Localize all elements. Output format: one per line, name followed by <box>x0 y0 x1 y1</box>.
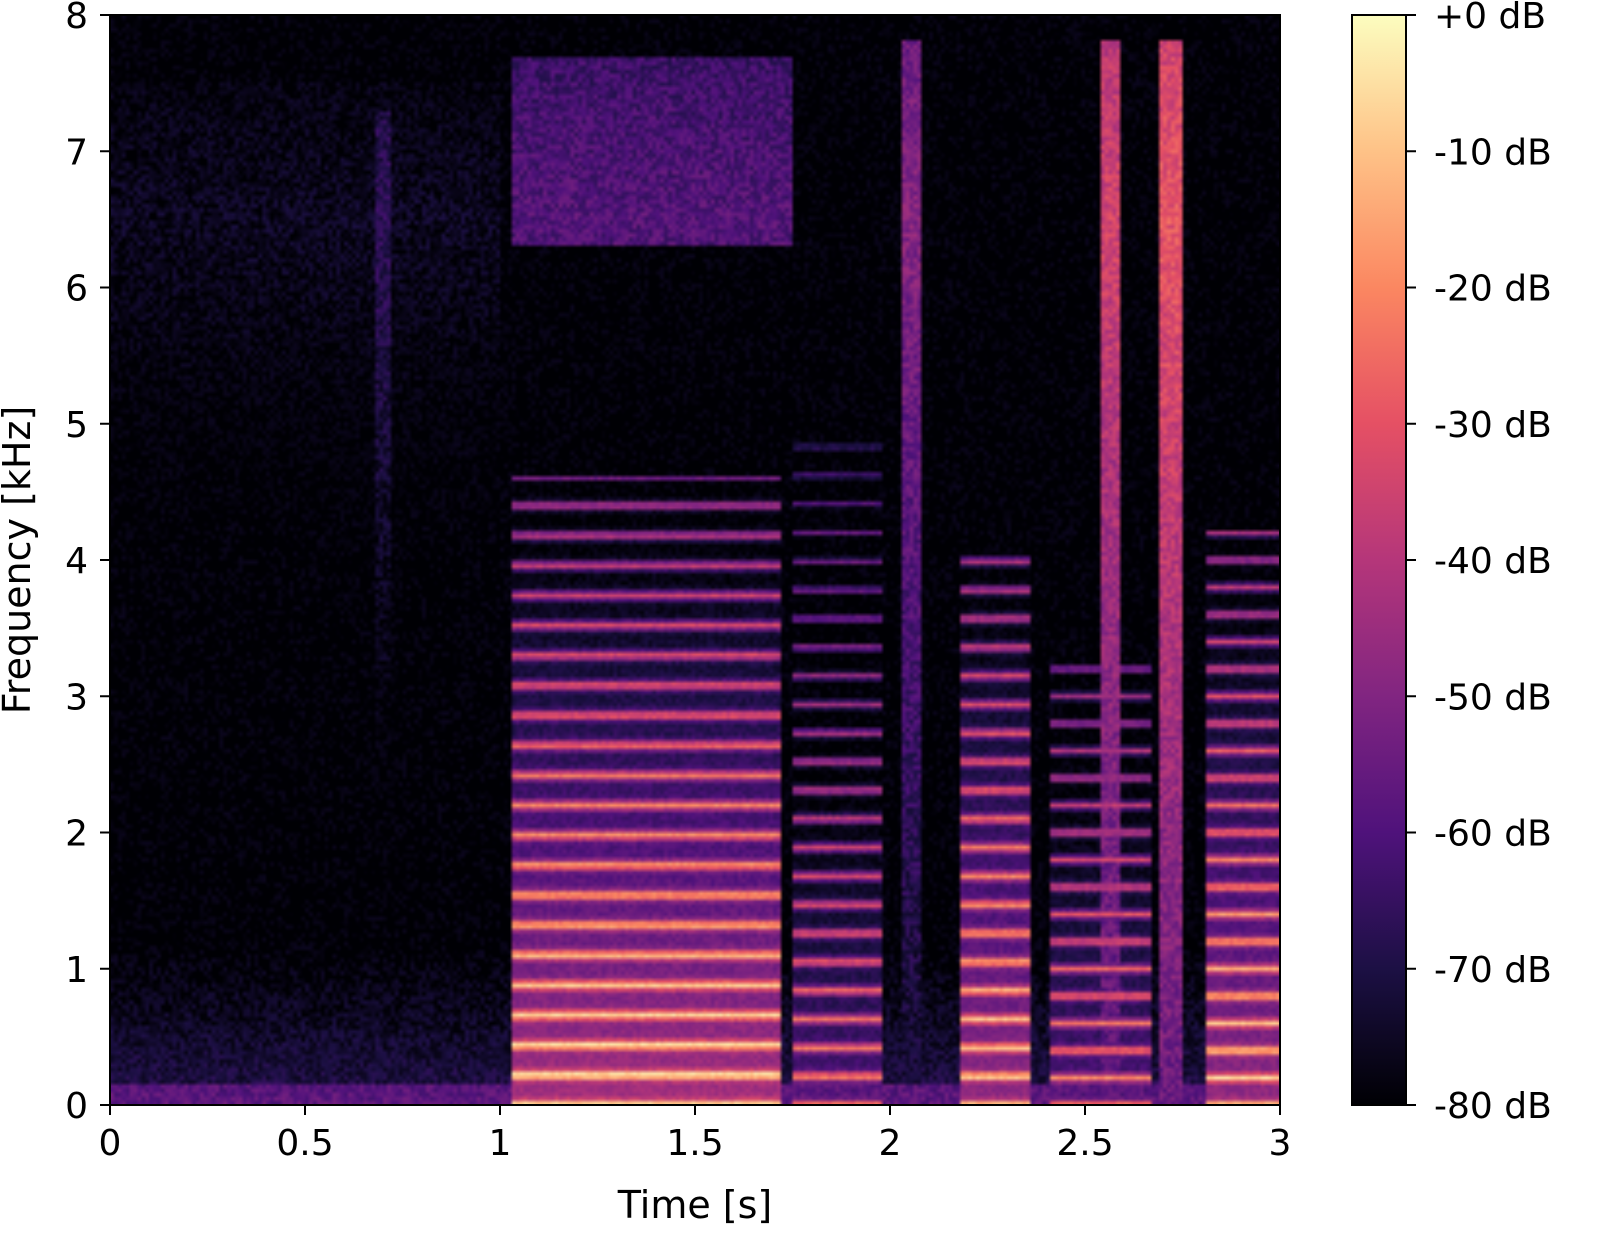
y-tick-label: 5 <box>65 405 88 446</box>
y-tick-label: 8 <box>65 0 88 37</box>
plot-area <box>109 14 1281 1106</box>
y-axis: 0 1 2 3 4 5 6 7 8 <box>65 0 110 1127</box>
x-tick-label: 1.5 <box>666 1123 723 1164</box>
colorbar-tick-label: -50 dB <box>1434 677 1552 718</box>
y-tick-label: 1 <box>65 950 88 991</box>
x-axis: 0 0.5 1 1.5 2 2.5 3 <box>99 1105 1292 1164</box>
y-tick-label: 4 <box>65 541 88 582</box>
colorbar-tick-label: -10 dB <box>1434 132 1552 173</box>
colorbar-tick-label: -70 dB <box>1434 950 1552 991</box>
y-tick-label: 3 <box>65 677 88 718</box>
x-tick-label: 2 <box>879 1123 902 1164</box>
colorbar-tick-label: +0 dB <box>1434 0 1546 37</box>
colorbar-tick-label: -30 dB <box>1434 405 1552 446</box>
x-tick-label: 3 <box>1269 1123 1292 1164</box>
colorbar-tick-label: -20 dB <box>1434 269 1552 310</box>
y-tick-label: 0 <box>65 1086 88 1127</box>
colorbar-ticks: +0 dB -10 dB -20 dB -30 dB -40 dB -50 dB -60 d… <box>1406 0 1552 1127</box>
x-tick-label: 1 <box>489 1123 512 1164</box>
spectrogram-image <box>110 15 1280 1105</box>
x-tick-label: 0 <box>99 1123 122 1164</box>
colorbar-gradient <box>1352 15 1406 1105</box>
y-axis-label: Frequency [kHz] <box>0 406 39 715</box>
y-tick-label: 7 <box>65 132 88 173</box>
colorbar-tick-label: -80 dB <box>1434 1086 1552 1127</box>
x-tick-label: 0.5 <box>276 1123 333 1164</box>
y-tick-label: 6 <box>65 269 88 310</box>
x-axis-label: Time [s] <box>617 1183 773 1227</box>
colorbar-tick-label: -40 dB <box>1434 541 1552 582</box>
y-tick-label: 2 <box>65 814 88 855</box>
colorbar: +0 dB -10 dB -20 dB -30 dB -40 dB -50 dB -60 d… <box>1351 0 1552 1127</box>
x-tick-label: 2.5 <box>1056 1123 1113 1164</box>
colorbar-tick-label: -60 dB <box>1434 814 1552 855</box>
